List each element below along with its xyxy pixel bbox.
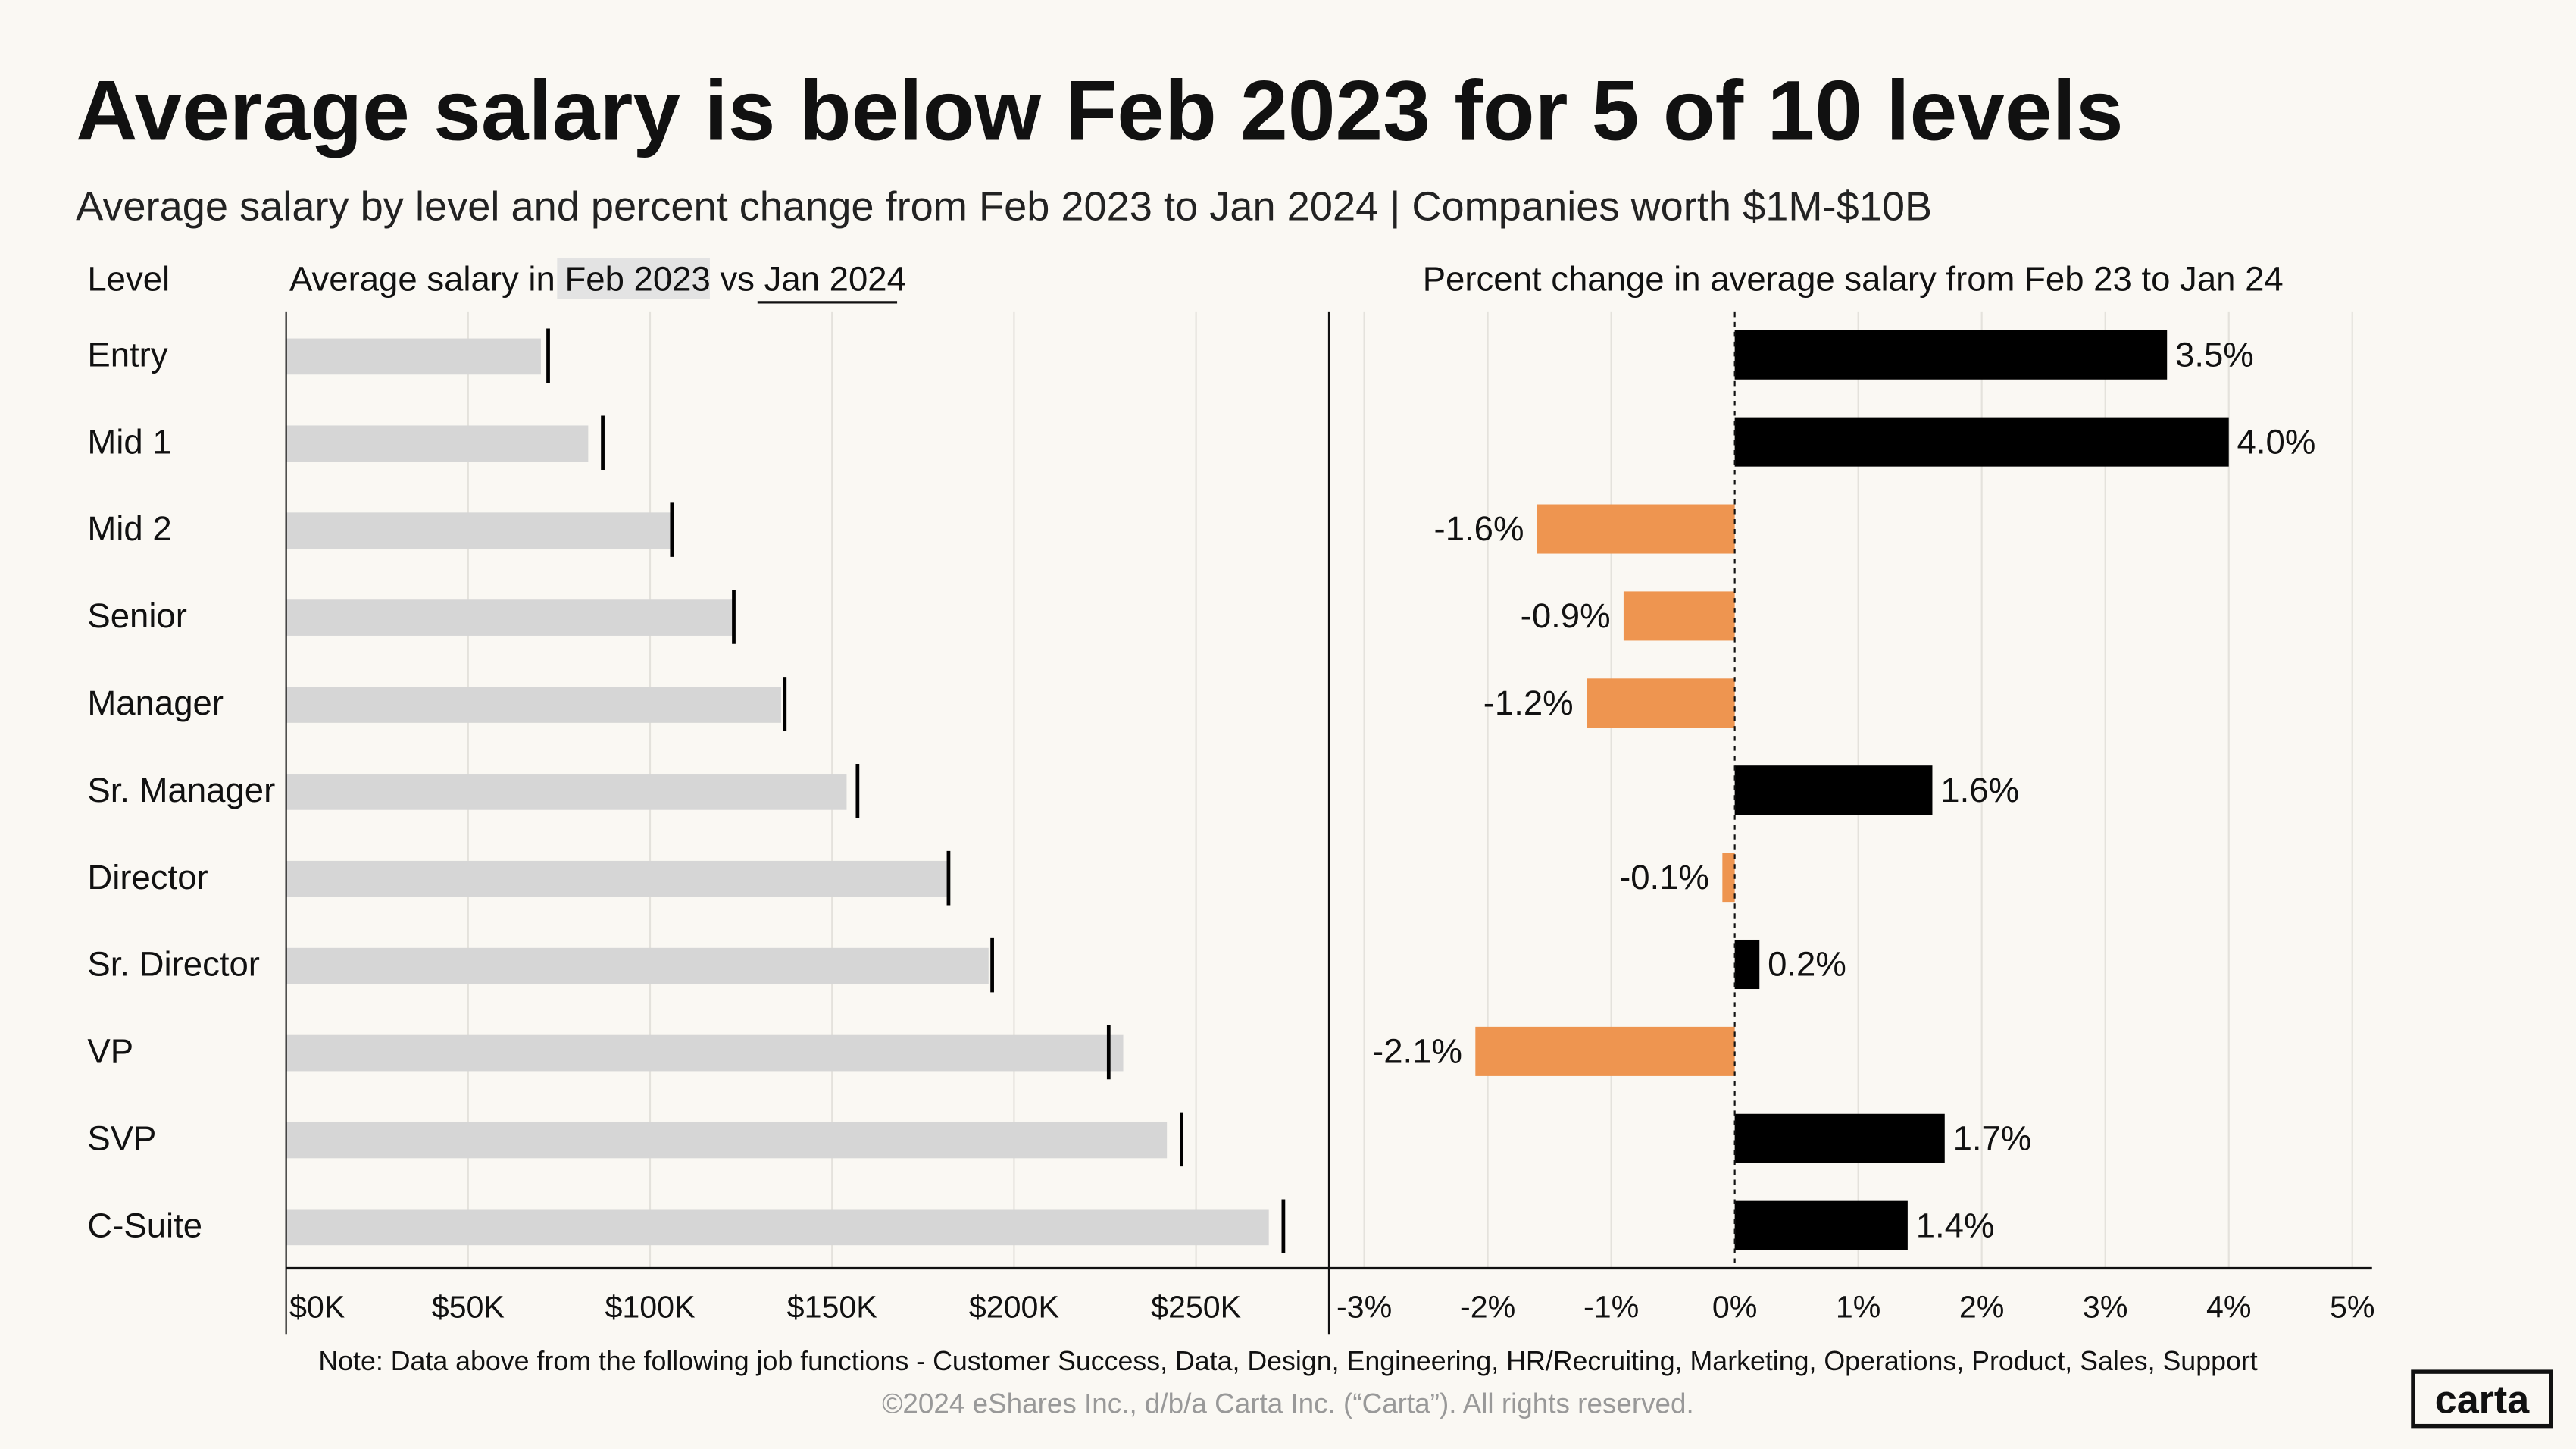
right-x-tick-label: 3% [2083, 1290, 2128, 1325]
pct-change-label: 1.7% [1953, 1119, 2032, 1157]
level-label: Sr. Manager [87, 771, 275, 809]
right-x-tick-label: -2% [1460, 1290, 1515, 1325]
pct-change-bar [1734, 417, 2229, 467]
feb-2023-bar [286, 1034, 1124, 1072]
carta-logo-text: carta [2435, 1378, 2530, 1422]
carta-logo [2411, 1369, 2553, 1429]
level-label: Mid 1 [87, 422, 171, 461]
pct-change-bar [1734, 939, 1760, 990]
left-x-tick-label: $250K [1151, 1290, 1241, 1325]
right-x-tick-label: -1% [1583, 1290, 1639, 1325]
feb-2023-bar [286, 1209, 1269, 1246]
pct-change-bar [1734, 1200, 1908, 1250]
level-label: Sr. Director [87, 945, 260, 984]
pct-change-bar [1722, 853, 1735, 903]
chart-subtitle: Average salary by level and percent chan… [76, 183, 1932, 229]
level-header: Level [87, 260, 170, 299]
feb-2023-bar [286, 947, 989, 984]
feb-2023-bar [286, 1122, 1168, 1159]
pct-change-bar [1734, 330, 2168, 380]
pct-change-bar [1537, 504, 1735, 554]
right-x-tick-label: 5% [2330, 1290, 2375, 1325]
pct-change-bar [1623, 591, 1735, 641]
pct-change-label: 1.4% [1916, 1206, 1995, 1244]
pct-change-bar [1587, 678, 1735, 728]
pct-change-label: -0.1% [1619, 858, 1709, 897]
pct-change-label: 1.6% [1940, 771, 2019, 809]
right-panel-header: Percent change in average salary from Fe… [1423, 260, 2284, 299]
right-x-tick-label: 0% [1712, 1290, 1758, 1325]
pct-change-label: 4.0% [2237, 422, 2316, 461]
left-x-tick-label: $0K [289, 1290, 345, 1325]
left-x-tick-label: $100K [605, 1290, 695, 1325]
left-x-tick-label: $200K [969, 1290, 1059, 1325]
level-label: Senior [87, 596, 187, 635]
right-x-tick-label: 2% [1959, 1290, 2005, 1325]
feb-2023-bar [286, 425, 589, 462]
pct-change-bar [1734, 1113, 1945, 1163]
left-x-tick-label: $50K [432, 1290, 505, 1325]
right-x-tick-label: 1% [1836, 1290, 1881, 1325]
pct-change-label: 0.2% [1768, 945, 1846, 984]
feb-2023-bar [286, 599, 734, 636]
feb-highlight [557, 258, 710, 299]
pct-change-bar [1734, 765, 1933, 815]
right-x-tick-label: 4% [2206, 1290, 2252, 1325]
chart-title: Average salary is below Feb 2023 for 5 o… [76, 62, 2123, 158]
level-label: C-Suite [87, 1206, 202, 1244]
level-label: Mid 2 [87, 509, 171, 548]
right-x-tick-label: -3% [1336, 1290, 1392, 1325]
left-x-tick-label: $150K [787, 1290, 877, 1325]
note: Note: Data above from the following job … [318, 1346, 2257, 1376]
feb-2023-bar [286, 860, 949, 897]
level-label: Director [87, 858, 208, 897]
feb-2023-bar [286, 512, 672, 549]
pct-change-label: -1.2% [1483, 684, 1574, 722]
feb-2023-bar [286, 338, 541, 375]
pct-change-bar [1475, 1026, 1735, 1076]
level-label: Entry [87, 335, 167, 374]
copyright: ©2024 eShares Inc., d/b/a Carta Inc. (“C… [882, 1388, 1694, 1419]
feb-2023-bar [286, 687, 781, 723]
left-panel-header: Average salary in Feb 2023 vs Jan 2024 [289, 260, 906, 299]
pct-change-label: -0.9% [1521, 596, 1611, 635]
level-label: Manager [87, 684, 224, 722]
pct-change-label: -2.1% [1372, 1032, 1462, 1071]
pct-change-label: -1.6% [1434, 509, 1524, 548]
level-label: VP [87, 1032, 133, 1071]
pct-change-label: 3.5% [2175, 335, 2254, 374]
level-label: SVP [87, 1119, 156, 1157]
feb-2023-bar [286, 774, 847, 810]
